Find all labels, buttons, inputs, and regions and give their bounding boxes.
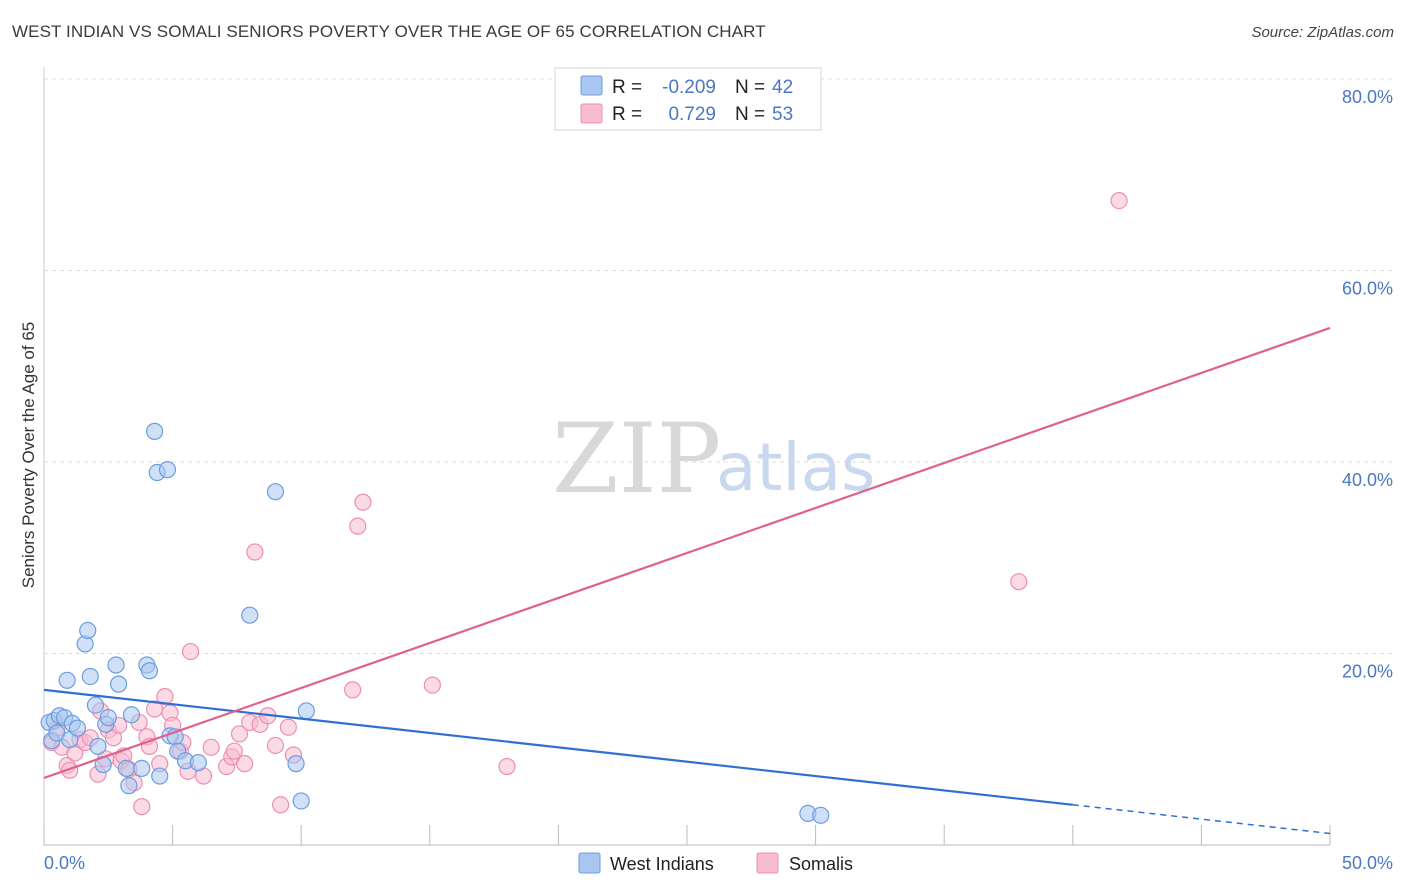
legend-n-value-somalis: 53 xyxy=(772,104,793,125)
west-indians-point xyxy=(133,759,151,778)
y-tick-label: 20.0% xyxy=(1342,662,1393,682)
west-indians-point xyxy=(140,662,159,680)
legend-r-value-somalis: 0.729 xyxy=(668,104,716,125)
correlation-legend: R = -0.209 N = 42 R = 0.729 N = 53 xyxy=(554,67,822,131)
west-indians-point xyxy=(241,606,259,624)
west-indians-point xyxy=(99,709,117,727)
west-indians-point xyxy=(117,759,135,778)
source-credit: Source: ZipAtlas.com xyxy=(1251,24,1394,41)
west-indians-point xyxy=(86,696,105,714)
west-indians-point xyxy=(89,737,107,755)
y-tick-label: 80.0% xyxy=(1342,87,1393,107)
data-points xyxy=(40,192,1128,824)
trend-lines xyxy=(43,326,1331,835)
somalis-point xyxy=(272,796,290,814)
watermark-atlas: atlas xyxy=(716,429,876,506)
west-indians-point xyxy=(297,702,315,720)
y-tick-label: 40.0% xyxy=(1342,470,1393,490)
somalis-point xyxy=(182,642,200,661)
somalis-point xyxy=(498,757,516,776)
x-tick-label-min: 0.0% xyxy=(44,853,85,873)
west-indians-point xyxy=(68,719,87,737)
series-legend-swatch-west-indians xyxy=(578,852,601,874)
chart-title: WEST INDIAN VS SOMALI SENIORS POVERTY OV… xyxy=(12,22,766,41)
west-indians-trend-line xyxy=(43,688,1073,806)
west-indians-point xyxy=(58,671,76,689)
y-axis-title: Seniors Poverty Over the Age of 65 xyxy=(19,322,38,588)
watermark: ZIP atlas xyxy=(552,403,876,515)
somalis-point xyxy=(354,493,372,511)
watermark-zip: ZIP xyxy=(552,403,721,515)
legend-swatch-west-indians xyxy=(580,75,603,96)
west-indians-point xyxy=(122,706,141,724)
west-indians-point xyxy=(812,806,830,824)
somalis-trend-line xyxy=(43,326,1331,780)
legend-r-label-somalis: R = xyxy=(612,104,642,125)
somalis-point xyxy=(156,687,174,706)
series-legend-label-west-indians: West Indians xyxy=(610,854,714,874)
legend-r-label-west-indians: R = xyxy=(612,77,642,98)
west-indians-point xyxy=(109,675,128,693)
series-legend: West Indians Somalis xyxy=(578,852,853,874)
legend-swatch-somalis xyxy=(580,103,603,124)
somalis-point xyxy=(225,742,243,760)
west-indians-point xyxy=(158,461,177,479)
somalis-point xyxy=(133,798,151,816)
axes xyxy=(43,67,1331,846)
west-indians-point xyxy=(107,656,125,674)
somalis-point xyxy=(246,543,264,561)
west-indians-point xyxy=(79,621,97,640)
somalis-point xyxy=(61,761,79,779)
west-indians-point xyxy=(287,755,305,773)
west-indians-point xyxy=(145,422,164,440)
somalis-point xyxy=(423,676,441,694)
y-tick-label: 60.0% xyxy=(1342,279,1393,299)
somalis-point xyxy=(1010,573,1028,591)
series-legend-label-somalis: Somalis xyxy=(789,854,853,874)
legend-n-label-west-indians: N = xyxy=(735,77,765,98)
somalis-point xyxy=(266,736,285,755)
somalis-point xyxy=(1110,192,1128,210)
west-indians-point xyxy=(81,667,99,686)
legend-n-value-west-indians: 42 xyxy=(772,77,793,98)
somalis-point xyxy=(279,718,297,736)
west-indians-point xyxy=(266,483,285,501)
legend-r-value-west-indians: -0.209 xyxy=(662,77,716,98)
somalis-point xyxy=(344,681,362,699)
west-indians-point xyxy=(189,754,207,772)
series-legend-swatch-somalis xyxy=(756,852,779,874)
somalis-point xyxy=(202,738,220,756)
somalis-point xyxy=(236,755,254,773)
legend-n-label-somalis: N = xyxy=(735,104,765,125)
west-indians-point xyxy=(151,767,169,785)
gridlines: 20.0% 40.0% 60.0% 80.0% xyxy=(44,78,1393,682)
somalis-point xyxy=(230,725,249,743)
x-tick-label-max: 50.0% xyxy=(1342,853,1393,873)
somalis-point xyxy=(349,517,367,535)
west-indians-point xyxy=(120,777,138,795)
west-indians-point xyxy=(292,792,310,810)
